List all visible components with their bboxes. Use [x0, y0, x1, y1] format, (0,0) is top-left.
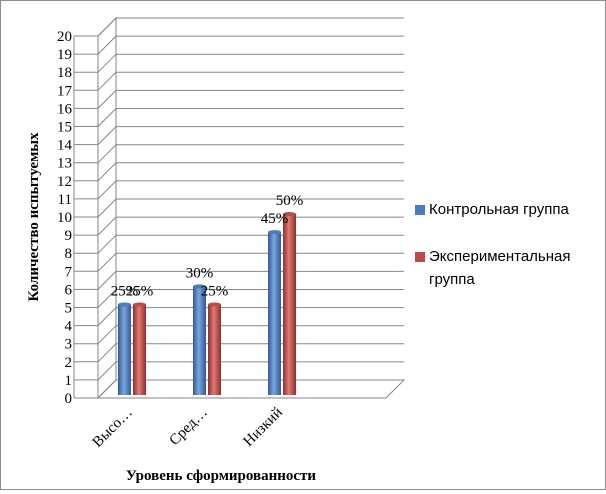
legend-label: Экспериментальная [429, 248, 571, 265]
bar-top [133, 302, 146, 307]
bar-top [283, 212, 296, 216]
x-tick-label: Сред… [167, 405, 211, 449]
data-label: 45% [261, 211, 289, 227]
y-tick-label: 20 [57, 29, 72, 45]
y-tick-label: 4 [65, 319, 73, 335]
gridline [97, 234, 404, 254]
y-tick-label: 12 [57, 174, 72, 190]
bar [118, 304, 131, 395]
gridline [97, 35, 404, 55]
y-tick-label: 0 [65, 391, 73, 407]
gridline [97, 180, 404, 200]
x-axis-title: Уровень сформированности [126, 468, 317, 484]
y-tick-label: 3 [65, 337, 73, 353]
gridline [97, 71, 404, 91]
gridline [97, 379, 404, 399]
data-label: 25% [201, 284, 229, 300]
x-tick-label: Низкий [240, 405, 285, 450]
bar-top [208, 302, 221, 307]
data-label: 25% [126, 284, 154, 300]
gridline [97, 108, 404, 127]
y-tick-label: 5 [65, 301, 73, 317]
y-axis-title: Количество испытуемых [26, 132, 42, 302]
gridline [97, 17, 404, 37]
legend-swatch [415, 252, 425, 262]
y-tick-label: 13 [57, 156, 72, 172]
y-tick-label: 2 [65, 355, 73, 371]
gridline [97, 270, 404, 290]
y-tick-label: 8 [65, 246, 73, 262]
y-tick-label: 11 [58, 192, 72, 208]
legend-label: группа [429, 271, 475, 288]
bar [283, 214, 296, 395]
y-tick-label: 10 [57, 210, 72, 226]
x-tick-label: Высо… [90, 405, 136, 451]
y-tick-label: 1 [65, 373, 73, 389]
legend-swatch [415, 205, 425, 215]
gridline [97, 252, 404, 272]
gridline [97, 343, 404, 363]
bar [268, 232, 281, 395]
gridline [97, 198, 404, 218]
gridline [97, 53, 404, 73]
gridline [97, 89, 404, 109]
bar-top [193, 284, 206, 289]
data-label: 50% [276, 193, 304, 209]
data-label: 25% [111, 284, 139, 300]
gridline [97, 162, 404, 182]
y-tick-label: 17 [57, 83, 73, 99]
y-tick-label: 18 [57, 65, 72, 81]
y-tick-label: 14 [57, 138, 73, 154]
gridline [97, 289, 404, 308]
y-tick-label: 15 [57, 120, 72, 136]
bar [208, 304, 221, 395]
gridline [97, 361, 404, 381]
y-tick-label: 6 [65, 282, 73, 298]
bar-top [118, 302, 131, 307]
gridline [97, 216, 404, 236]
y-tick-label: 16 [57, 101, 73, 117]
gridline [97, 325, 404, 345]
legend-label: Контрольная группа [429, 201, 569, 218]
data-label: 30% [186, 265, 214, 281]
gridline [97, 144, 404, 164]
bar-top [268, 230, 281, 235]
y-tick-label: 7 [65, 264, 73, 280]
gridline [97, 307, 404, 326]
bar [133, 304, 146, 395]
y-tick-label: 9 [65, 228, 73, 244]
y-tick-label: 19 [57, 47, 72, 63]
gridline [97, 126, 404, 145]
bar [193, 286, 206, 395]
